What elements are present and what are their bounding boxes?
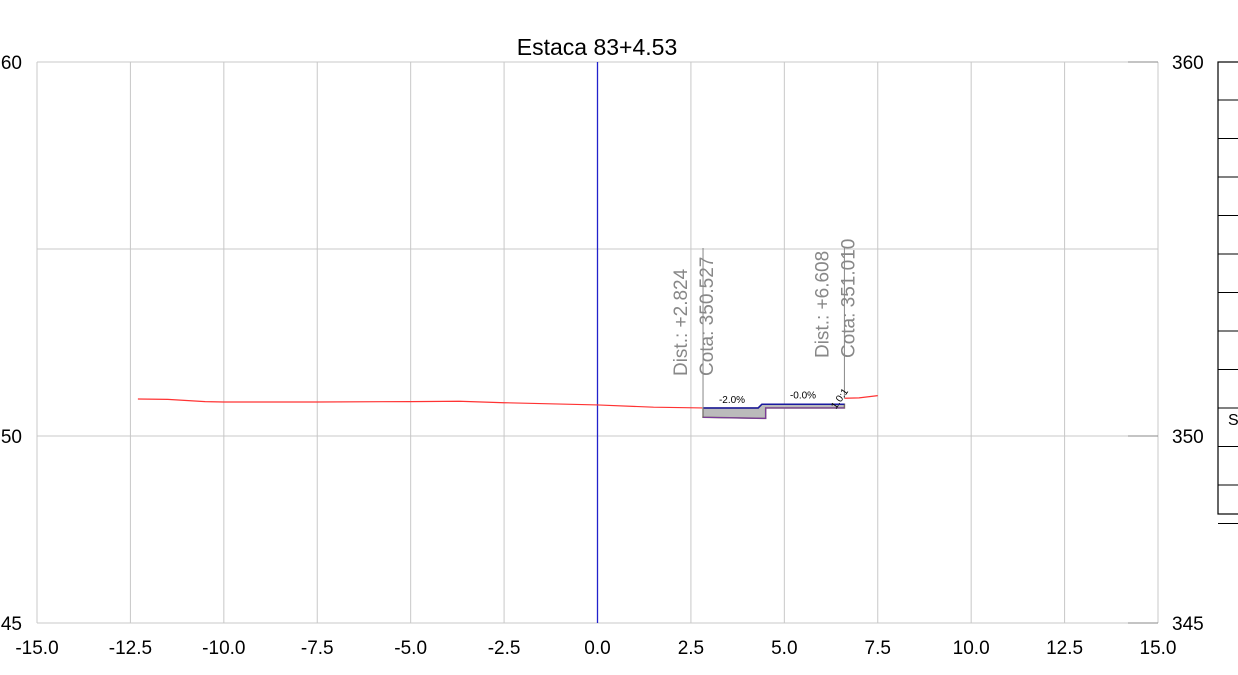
annotation-text: Cota: 350.527 [697,257,718,376]
x-tick-label: -10.0 [202,638,245,659]
annotation-text: Cota: 351.010 [838,239,859,358]
x-tick-label: -7.5 [301,638,334,659]
x-tick-label: 0.0 [584,638,610,659]
y-tick-label-left: 60 [1,53,22,74]
y-tick-label-left: 45 [1,614,22,635]
x-tick-label: -12.5 [109,638,152,659]
chart-title: Estaca 83+4.53 [517,34,677,60]
annotation-text: Dist.: +6.608 [812,251,833,358]
x-tick-label: 10.0 [953,638,990,659]
x-tick-label: 12.5 [1046,638,1083,659]
slope-label: -2.0% [719,395,745,406]
x-tick-label: 5.0 [771,638,797,659]
annotation-layer: Dist.: +2.824 Cota: 350.527 Dist.: +6.608 C… [671,239,859,417]
y-tick-label-right: 345 [1172,614,1204,635]
y-tick-label-right: 350 [1172,427,1204,448]
series-layer [137,395,878,409]
grid [36,61,1159,624]
slope-label: 1.0:1 [829,386,851,411]
terrain-line [844,395,878,399]
x-tick-label: -2.5 [488,638,521,659]
y-tick-label-right: 360 [1172,53,1204,74]
x-tick-label: 15.0 [1140,638,1177,659]
x-tick-label: -15.0 [15,638,58,659]
terrain-line [137,398,703,409]
section-layer [702,403,846,420]
pavement-section [702,403,846,420]
pavement-top-line [703,403,845,409]
side-legend-letter: S [1228,412,1238,429]
pavement-bottom-line [703,407,845,420]
x-tick-label: -5.0 [394,638,427,659]
axis-labels: -15.0 -12.5 -10.0 -7.5 -5.0 -2.5 0.0 2.5 5.0 7.5 1… [1,53,1204,659]
annotation-text: Dist.: +2.824 [671,268,692,376]
slope-label: -0.0% [790,391,816,402]
y-tick-label-left: 50 [1,427,22,448]
x-tick-label: 7.5 [865,638,891,659]
x-tick-label: 2.5 [678,638,704,659]
side-legend: S [1217,61,1238,524]
